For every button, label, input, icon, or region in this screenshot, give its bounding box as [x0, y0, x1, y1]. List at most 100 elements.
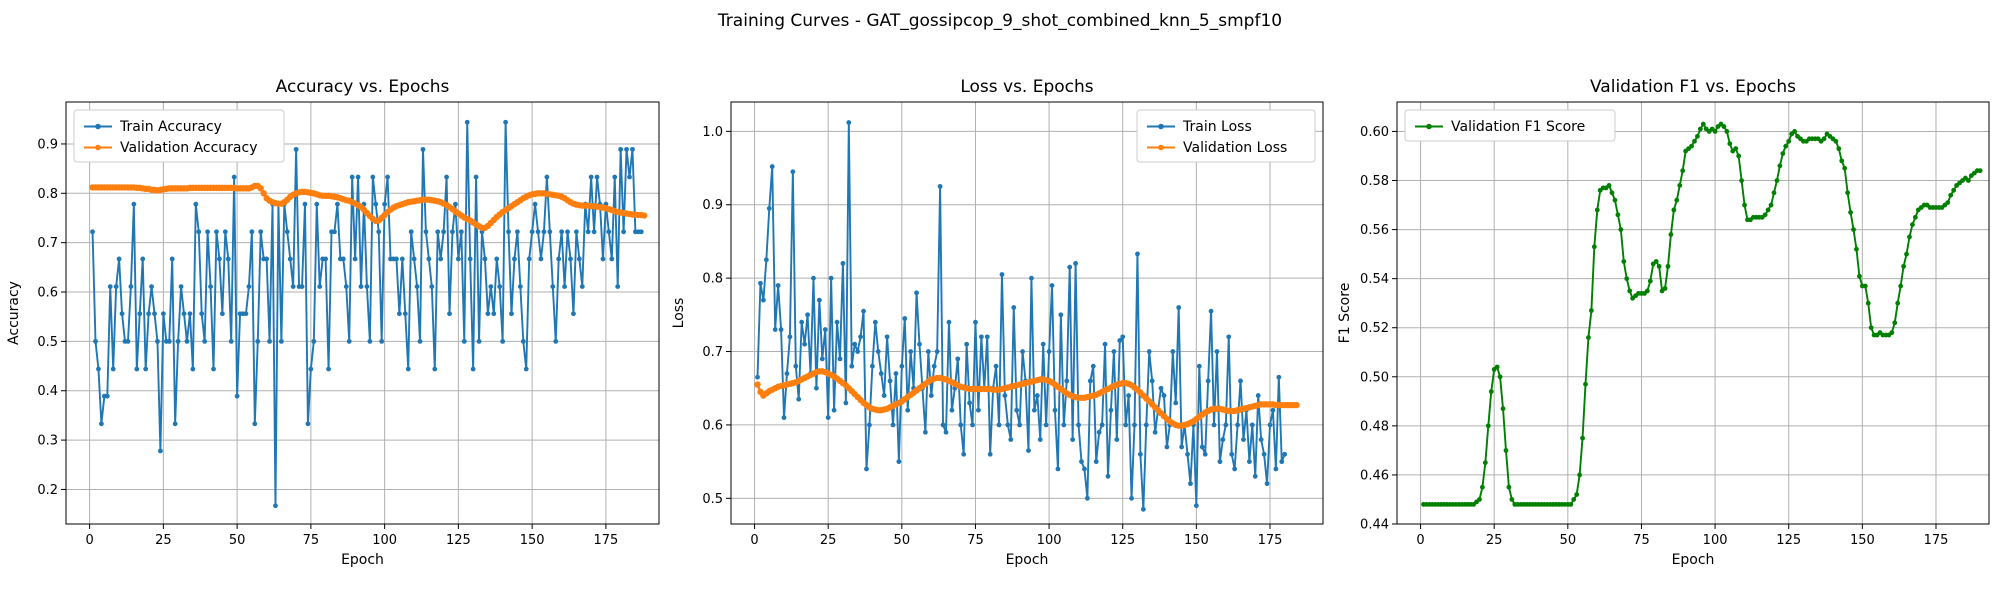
- data-point: [158, 448, 163, 454]
- data-point: [355, 174, 361, 180]
- data-point: [1040, 341, 1046, 347]
- data-point: [1503, 448, 1509, 453]
- data-point: [955, 356, 961, 362]
- data-point: [902, 316, 908, 321]
- data-point: [1179, 444, 1185, 450]
- data-point: [340, 256, 346, 262]
- data-point: [1910, 222, 1915, 228]
- data-point: [1084, 495, 1090, 501]
- data-point: [1742, 202, 1747, 208]
- data-point: [1500, 406, 1506, 412]
- data-point: [1606, 183, 1612, 188]
- data-point: [438, 256, 444, 262]
- data-point: [553, 338, 559, 344]
- data-point: [497, 284, 503, 289]
- data-point: [775, 283, 781, 288]
- data-point: [814, 385, 819, 391]
- data-point: [284, 229, 290, 235]
- data-point: [884, 334, 890, 340]
- data-point: [1070, 437, 1076, 442]
- axes-frame: [1396, 101, 1990, 525]
- data-point: [125, 338, 131, 344]
- data-point: [190, 366, 196, 372]
- data-point: [1783, 143, 1789, 149]
- data-point: [1061, 422, 1067, 428]
- data-point: [426, 256, 432, 262]
- data-point: [1185, 451, 1190, 457]
- data-point: [1073, 261, 1078, 266]
- x-axis-label: Epoch: [1672, 552, 1715, 568]
- y-tick-label: 0.52: [1360, 321, 1389, 336]
- x-tick-label: 100: [1703, 533, 1728, 548]
- data-point: [1951, 187, 1957, 193]
- chart-panels: Accuracy vs. Epochs 0 25 50 75 100 125 150 175 0.…: [6, 77, 1990, 568]
- data-point: [137, 311, 143, 317]
- data-point: [1612, 197, 1618, 203]
- data-point: [1771, 190, 1777, 196]
- data-point: [1586, 335, 1591, 340]
- data-point: [408, 229, 414, 235]
- data-point: [1002, 393, 1008, 398]
- data-point: [1842, 165, 1848, 171]
- data-point: [1161, 393, 1167, 398]
- data-point: [1102, 341, 1108, 347]
- legend-swatch-marker: [1158, 144, 1164, 151]
- data-point: [893, 371, 899, 376]
- y-axis-label: Accuracy: [6, 281, 22, 345]
- data-point: [600, 256, 606, 262]
- data-point: [1780, 151, 1786, 156]
- series-2: [754, 368, 1300, 429]
- data-point: [1058, 312, 1064, 318]
- y-tick-label: 0.8: [37, 187, 58, 202]
- data-point: [1293, 401, 1300, 409]
- data-point: [140, 256, 146, 262]
- data-point: [1653, 259, 1659, 264]
- data-point: [447, 311, 452, 317]
- data-point: [461, 338, 467, 344]
- data-point: [1014, 407, 1020, 413]
- data-point: [1276, 374, 1282, 380]
- data-point: [255, 338, 261, 344]
- data-point: [1241, 437, 1246, 442]
- data-point: [1158, 385, 1164, 391]
- data-point: [1226, 334, 1232, 340]
- data-point: [630, 146, 635, 152]
- data-point: [1046, 349, 1052, 354]
- data-point: [1889, 330, 1895, 336]
- data-point: [978, 334, 984, 340]
- data-point: [769, 164, 775, 169]
- data-point: [811, 275, 816, 281]
- legend-label: Train Loss: [1182, 119, 1252, 135]
- data-point: [914, 290, 919, 296]
- data-point: [1839, 158, 1845, 164]
- data-point: [828, 275, 834, 281]
- data-point: [1279, 459, 1285, 465]
- y-axis-label: Loss: [671, 298, 687, 329]
- data-point: [514, 229, 520, 235]
- data-point: [1052, 407, 1058, 413]
- data-point: [231, 174, 237, 180]
- data-point: [1574, 492, 1580, 497]
- data-point: [899, 363, 905, 369]
- x-tick-label: 125: [446, 533, 471, 548]
- data-point: [506, 229, 511, 235]
- data-point: [482, 256, 488, 262]
- data-point: [99, 421, 104, 427]
- data-point: [172, 421, 178, 427]
- data-point: [520, 338, 526, 344]
- data-point: [1034, 393, 1040, 398]
- data-point: [169, 256, 175, 262]
- data-point: [846, 120, 852, 125]
- data-point: [934, 349, 940, 354]
- data-point: [1618, 227, 1624, 232]
- series-line: [1423, 123, 1981, 506]
- data-point: [961, 451, 967, 457]
- data-point: [1043, 422, 1049, 428]
- data-point: [544, 174, 550, 180]
- data-point: [1126, 393, 1132, 398]
- data-point: [1235, 422, 1240, 428]
- data-point: [396, 311, 402, 317]
- x-tick-label: 75: [967, 533, 984, 548]
- data-point: [1149, 378, 1155, 384]
- data-point: [973, 319, 978, 325]
